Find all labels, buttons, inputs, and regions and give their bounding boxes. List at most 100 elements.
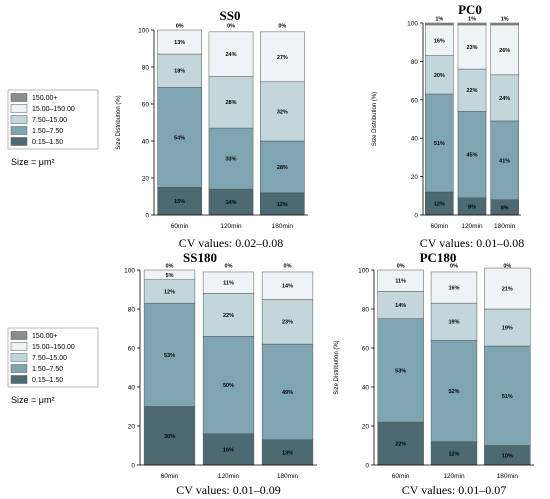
data-label: 13% (174, 40, 185, 46)
data-label: 16% (223, 447, 234, 453)
legend-entry-label: 15.00–150.00 (32, 344, 75, 351)
legend-entry-label: 0.15–1.50 (32, 377, 63, 384)
bar-segment (261, 271, 314, 300)
chart-panel-pc0: PC0 0 20 40 60 80 100 Size Distribution (%) 12% 5… (372, 2, 524, 250)
data-label: 1% (435, 17, 443, 23)
data-label: 10% (502, 453, 513, 459)
bar-segment (202, 271, 255, 294)
legend-entry-label: 7.50–15.00 (32, 117, 67, 124)
data-label: 52% (448, 389, 459, 395)
legend-swatch (10, 93, 28, 102)
legend-swatch (10, 331, 28, 340)
legend-1: 150.00+ 15.00–150.00 7.50–15.00 1.50–7.50 0.… (7, 89, 99, 167)
data-label: 22% (223, 313, 234, 319)
x-tick-label: 180min (272, 223, 294, 230)
x-tick-label: 60min (171, 223, 189, 230)
data-label: 26% (499, 48, 510, 54)
bar-segment (484, 308, 531, 347)
x-tick-label: 60min (161, 473, 179, 480)
data-label: 41% (499, 158, 510, 164)
legend-swatch (10, 137, 28, 146)
data-label: 16% (434, 38, 445, 44)
cv-caption: CV values: 0.01–0.09 (176, 483, 280, 497)
bar-segment (260, 81, 305, 142)
y-tick-label: 80 (128, 307, 136, 314)
legend-swatch (10, 375, 28, 384)
bar-segment (425, 55, 454, 95)
y-tick-label: 40 (362, 385, 370, 392)
legend-size-note: Size = μm² (11, 157, 54, 167)
bar-segment (261, 299, 314, 345)
bar-segment (425, 24, 454, 56)
y-tick-label: 60 (411, 97, 419, 104)
y-axis-label: Size Distribution (%) (334, 340, 340, 394)
data-label: 33% (225, 157, 236, 163)
y-tick-label: 60 (362, 346, 370, 353)
data-label: 12% (434, 201, 445, 207)
data-label: 12% (277, 202, 288, 208)
y-axis-label: Size Distribution (%) (372, 92, 378, 146)
x-tick-label: 180min (277, 473, 299, 480)
data-label: 14% (225, 200, 236, 206)
bar-segment (377, 291, 424, 320)
cv-caption: CV values: 0.01–0.08 (420, 236, 524, 250)
y-tick-label: 20 (362, 424, 370, 431)
data-label: 54% (174, 135, 185, 141)
y-tick-label: 80 (362, 307, 370, 314)
chart-title: PC0 (458, 2, 482, 17)
y-tick-label: 60 (142, 102, 150, 109)
bar-segment (208, 31, 254, 77)
data-label: 0% (284, 264, 292, 270)
y-tick-label: 100 (407, 21, 418, 28)
data-label: 0% (176, 24, 184, 30)
data-label: 16% (448, 286, 459, 292)
x-tick-label: 120min (443, 473, 465, 480)
bar-segment (377, 421, 424, 466)
x-tick-label: 180min (494, 223, 516, 230)
data-label: 23% (466, 45, 477, 51)
data-label: 9% (468, 204, 476, 210)
data-label: 0% (278, 24, 286, 30)
data-label: 8% (501, 205, 509, 211)
y-tick-label: 20 (128, 424, 136, 431)
data-label: 18% (174, 69, 185, 75)
data-label: 0% (450, 264, 458, 270)
data-label: 27% (277, 55, 288, 61)
y-tick-label: 80 (411, 59, 419, 66)
data-label: 24% (225, 52, 236, 58)
legend-swatch (10, 115, 28, 124)
bar-segment (157, 53, 202, 88)
bar-segment (260, 31, 305, 83)
bar-segment (143, 406, 196, 466)
legend-entry-label: 7.50–15.00 (32, 355, 67, 362)
legend-swatch (10, 104, 28, 113)
chart-panel-pc180: PC180 0 20 40 60 80 100 Size Distribution (%) 22… (334, 250, 534, 497)
data-label: 11% (223, 281, 234, 287)
y-tick-label: 100 (124, 268, 135, 275)
data-label: 0% (397, 264, 405, 270)
y-tick-label: 40 (128, 385, 136, 392)
y-axis-label: Size Distribution (%) (116, 95, 122, 149)
data-label: 15% (174, 199, 185, 205)
legend-entry-label: 1.50–7.50 (32, 128, 63, 135)
x-tick-label: 60min (392, 473, 410, 480)
data-label: 21% (502, 287, 513, 293)
bar-segment (457, 24, 487, 70)
data-label: 20% (434, 73, 445, 79)
chart-title: PC180 (420, 250, 457, 265)
data-label: 12% (448, 451, 459, 457)
y-tick-label: 20 (142, 176, 150, 183)
chart-title: SS0 (220, 8, 241, 23)
bar-segment (457, 22, 487, 26)
bar-segment (202, 293, 255, 337)
data-label: 45% (466, 153, 477, 159)
bar-segment (143, 302, 196, 407)
y-tick-label: 100 (138, 28, 149, 35)
data-label: 0% (225, 264, 233, 270)
data-label: 14% (395, 303, 406, 309)
bar-segment (430, 302, 478, 341)
data-label: 53% (164, 353, 175, 359)
legend-swatch (10, 364, 28, 373)
data-label: 5% (166, 273, 174, 279)
y-tick-label: 60 (128, 346, 136, 353)
